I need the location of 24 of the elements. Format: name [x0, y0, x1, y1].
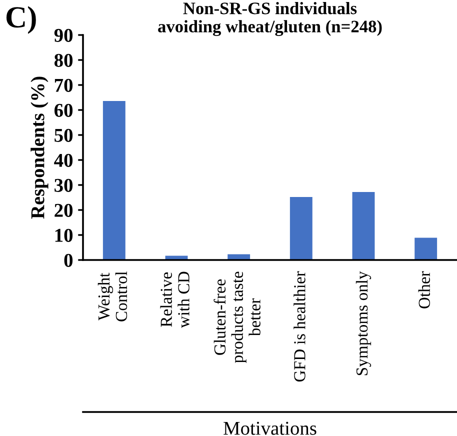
bar	[414, 238, 438, 260]
chart-title: Non-SR-GS individuals avoiding wheat/gluten (n=248)	[158, 2, 382, 36]
bar	[290, 197, 312, 260]
x-axis-title: Motivations	[224, 422, 316, 435]
y-tick-label: 10	[55, 228, 73, 242]
x-tick-label: Weight Control	[98, 271, 128, 322]
y-tick-label: 60	[54, 104, 73, 117]
y-tick-label: 20	[54, 204, 73, 217]
x-tick-label: Other	[418, 271, 430, 308]
y-tick-label: 0	[64, 254, 73, 267]
y-tick-label: 30	[54, 178, 73, 192]
y-tick-label: 70	[54, 78, 73, 92]
y-tick-label: 80	[54, 54, 73, 67]
x-tick-label: Gluten-free products taste better	[214, 272, 260, 363]
x-tick-label: GFD is healthier	[294, 271, 306, 382]
text: C)	[6, 6, 36, 34]
y-tick-label: 90	[54, 28, 73, 42]
y-tick-label: 40	[54, 154, 73, 167]
bar	[352, 192, 375, 260]
x-tick-label: Relative with CD	[160, 272, 190, 328]
y-tick-label: 50	[54, 128, 73, 142]
y-axis-title: Respondents (%)	[30, 76, 48, 219]
bar	[102, 101, 126, 260]
x-tick-label: Symptoms only	[356, 271, 372, 376]
